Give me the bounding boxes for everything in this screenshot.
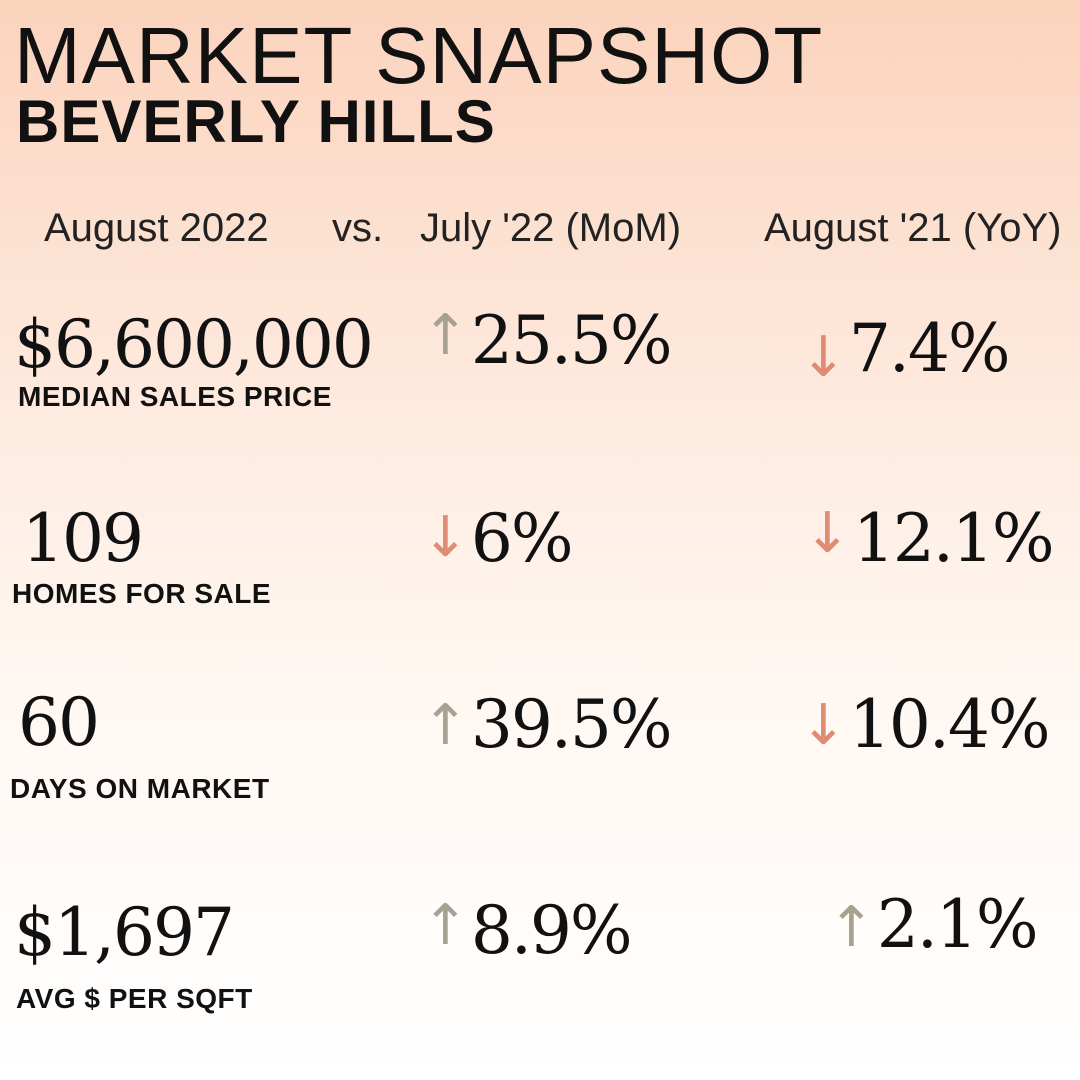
mom-change: ↓6% [422, 500, 574, 577]
yoy-change: ↓10.4% [800, 686, 1051, 763]
header-vs: vs. [332, 206, 384, 250]
page-subtitle: BEVERLY HILLS [16, 88, 496, 155]
metric-value: $6,600,000 [14, 306, 374, 383]
mom-change: ↑25.5% [422, 302, 673, 379]
metric-label: DAYS ON MARKET [10, 773, 270, 804]
down-arrow-icon: ↓ [422, 505, 469, 570]
mom-change: ↑8.9% [422, 892, 633, 969]
up-arrow-icon: ↑ [828, 895, 875, 960]
metric-value: 60 [18, 684, 100, 761]
up-arrow-icon: ↑ [422, 893, 469, 958]
mom-percent: 39.5% [470, 686, 673, 763]
down-arrow-icon: ↓ [800, 693, 847, 758]
metric-label: HOMES FOR SALE [12, 578, 272, 609]
yoy-change: ↓12.1% [804, 500, 1055, 577]
down-arrow-icon: ↓ [804, 501, 851, 566]
mom-percent: 25.5% [470, 302, 673, 379]
yoy-percent: 10.4% [848, 686, 1051, 763]
header-current: August 2022 [44, 206, 269, 250]
header-yoy: August '21 (YoY) [764, 206, 1062, 250]
yoy-percent: 2.1% [876, 886, 1039, 963]
yoy-percent: 12.1% [852, 500, 1055, 577]
up-arrow-icon: ↑ [422, 303, 469, 368]
metric-label: MEDIAN SALES PRICE [18, 381, 332, 412]
metric-value: 109 [22, 500, 144, 577]
yoy-change: ↓7.4% [800, 310, 1011, 390]
yoy-percent: 7.4% [848, 310, 1011, 387]
up-arrow-icon: ↑ [422, 693, 469, 758]
mom-percent: 6% [470, 500, 574, 577]
page-title: MARKET SNAPSHOT [14, 11, 824, 100]
yoy-change: ↑2.1% [828, 886, 1039, 963]
mom-change: ↑39.5% [422, 686, 673, 763]
metric-value: $1,697 [14, 894, 235, 971]
header-mom: July '22 (MoM) [420, 206, 682, 250]
mom-percent: 8.9% [470, 892, 633, 969]
down-arrow-icon: ↓ [800, 325, 847, 390]
metric-label: AVG $ PER SQFT [16, 983, 253, 1014]
